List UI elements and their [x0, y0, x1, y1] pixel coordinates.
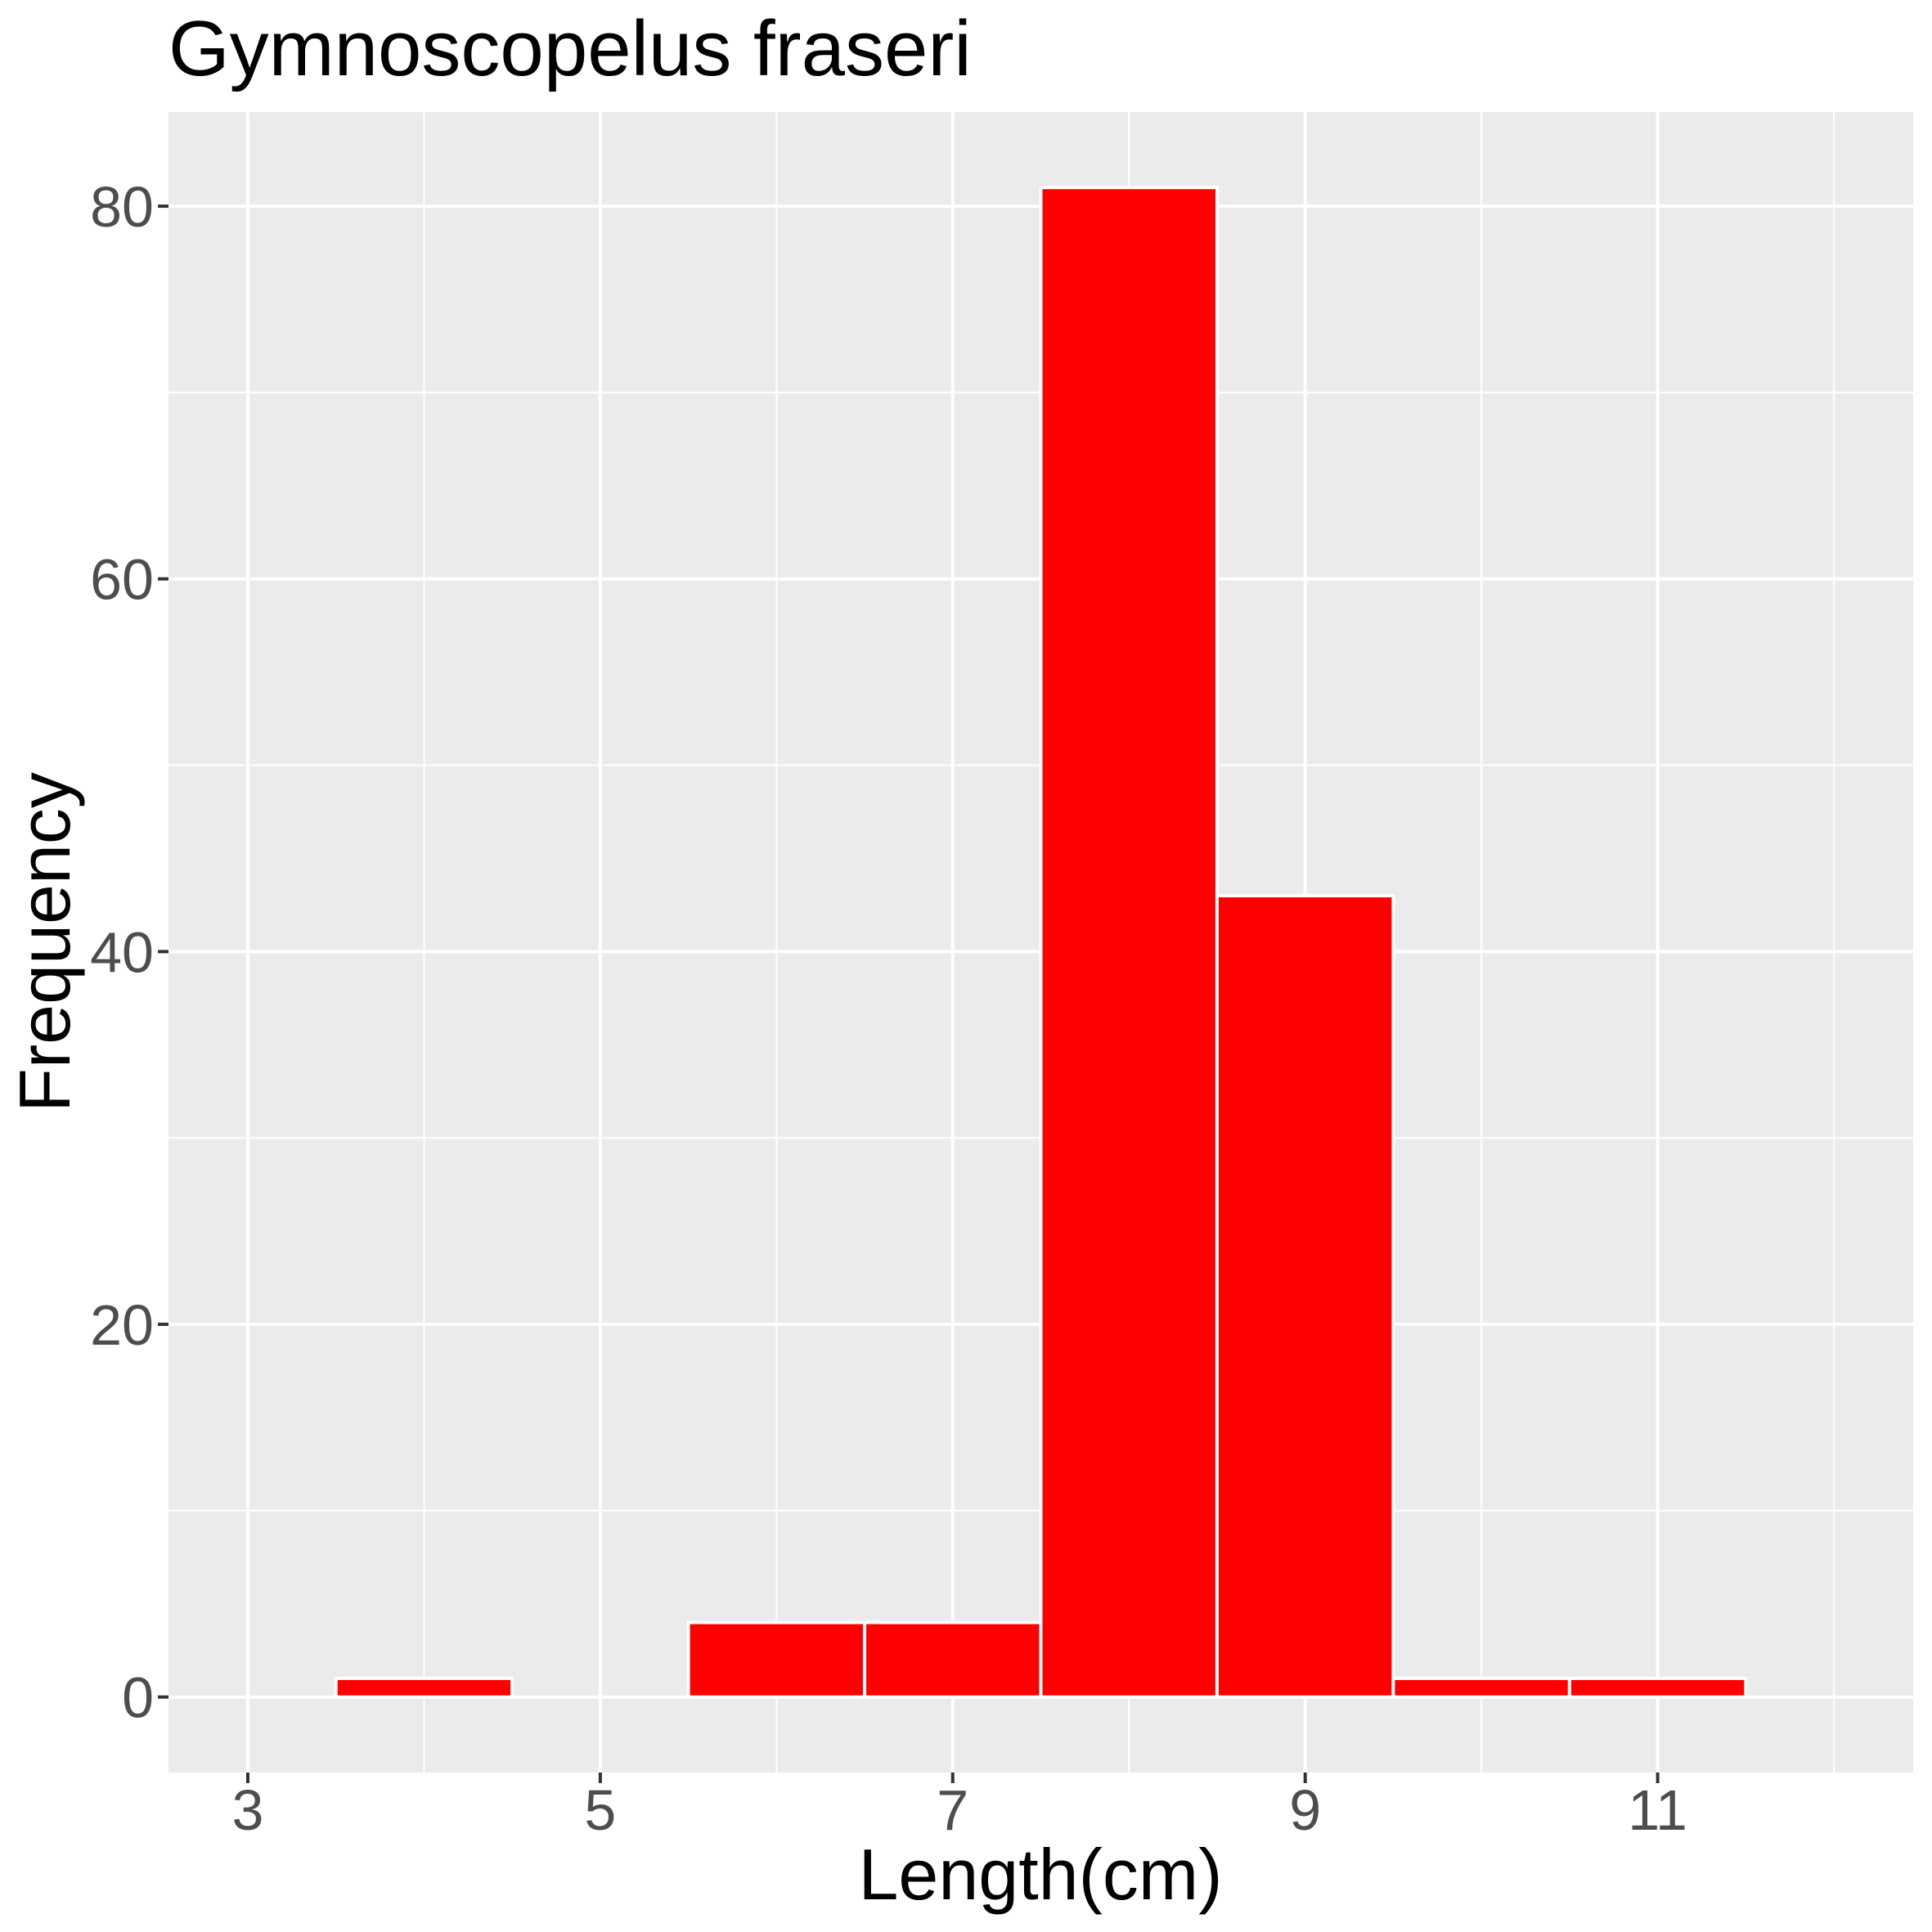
y-tick-label: 20: [90, 1293, 154, 1357]
histogram-bar: [686, 1620, 867, 1699]
x-axis-title: Length(cm): [858, 1834, 1222, 1915]
y-tick-label: 40: [90, 920, 154, 984]
y-tick-label: 0: [122, 1666, 154, 1730]
histogram-bar: [1215, 894, 1395, 1699]
x-tick-label: 9: [1289, 1778, 1321, 1842]
histogram-bar: [334, 1676, 514, 1699]
x-tick-label: 5: [584, 1778, 616, 1842]
x-tick-label: 11: [1628, 1778, 1687, 1842]
x-tick-label: 7: [937, 1778, 968, 1842]
y-axis-title: Frequency: [4, 772, 85, 1112]
histogram-bar: [1567, 1676, 1748, 1699]
histogram-bar: [1391, 1676, 1571, 1699]
plot-title: Gymnoscopelus fraseri: [168, 5, 972, 92]
y-axis-tick-labels: 0 20 40 60 80: [90, 175, 154, 1730]
x-tick-label: 3: [231, 1778, 263, 1842]
y-tick-label: 80: [90, 175, 154, 239]
axis-tick-marks: [158, 204, 1660, 1783]
x-axis-tick-labels: 3 5 7 9 11: [231, 1778, 1687, 1842]
histogram-bar: [863, 1620, 1043, 1699]
y-tick-label: 60: [90, 548, 154, 612]
histogram-bar: [1039, 186, 1219, 1699]
histogram-bars: [334, 186, 1748, 1699]
